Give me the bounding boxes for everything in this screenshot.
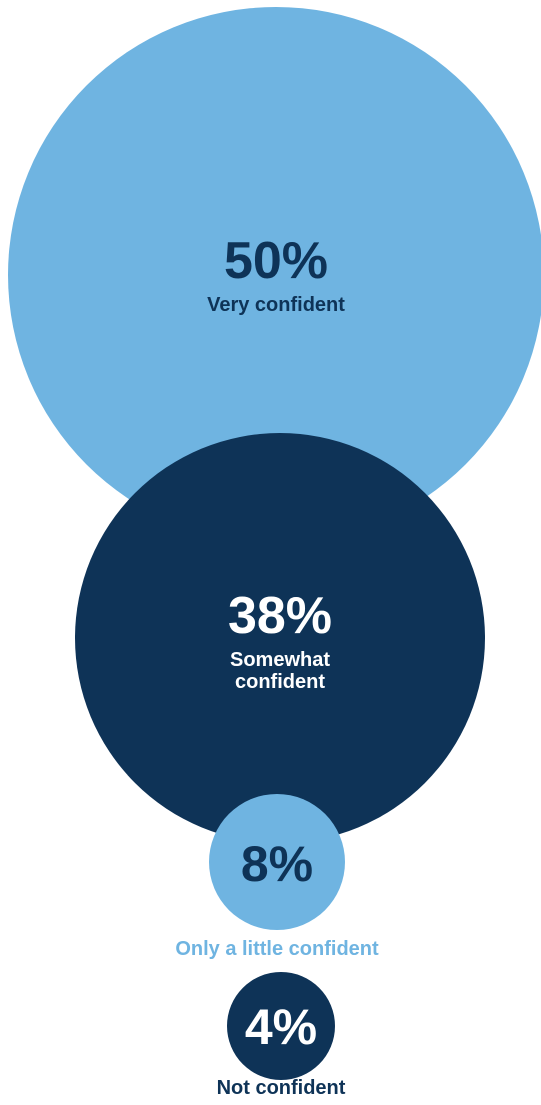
- category-label-somewhat-confident-line-1: Somewhat: [230, 649, 330, 671]
- category-label-only-a-little-confident: Only a little confident: [175, 938, 379, 960]
- value-label-only-a-little-confident: 8%: [241, 836, 313, 892]
- value-label-not-confident: 4%: [245, 999, 317, 1055]
- value-label-somewhat-confident: 38%: [228, 587, 332, 645]
- bubble-somewhat-confident: [75, 433, 485, 843]
- bubble-very-confident: [8, 7, 541, 543]
- category-label-very-confident: Very confident: [207, 294, 345, 316]
- bubble-only-a-little-confident: [209, 794, 345, 930]
- value-label-very-confident: 50%: [224, 232, 328, 290]
- bubble-not-confident: [227, 972, 335, 1080]
- category-label-somewhat-confident-line-2: confident: [235, 671, 325, 693]
- category-label-not-confident: Not confident: [217, 1077, 346, 1099]
